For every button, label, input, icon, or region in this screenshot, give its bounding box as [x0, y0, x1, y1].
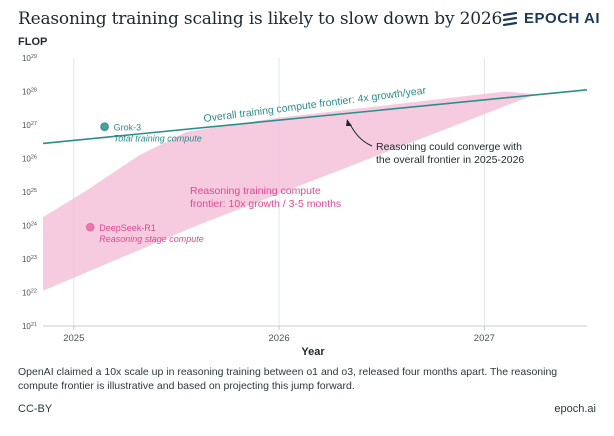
converge-arrow — [349, 123, 373, 147]
y-tick-label-21: 1021 — [22, 322, 37, 331]
converge-annotation-1: Reasoning could converge with — [376, 141, 522, 153]
y-tick-label-26: 1026 — [22, 155, 37, 164]
brand-logo[interactable]: EPOCH AI — [502, 10, 600, 27]
y-axis-label: FLOP — [18, 36, 47, 48]
converge-annotation-2: the overall frontier in 2025-2026 — [376, 154, 524, 166]
reasoning-frontier-band — [43, 91, 536, 291]
y-tick-label-24: 1024 — [22, 222, 37, 231]
x-axis-label: Year — [301, 346, 325, 358]
footnote: OpenAI claimed a 10x scale up in reasoni… — [18, 366, 558, 392]
overall-frontier-line — [42, 89, 588, 145]
y-tick-label-29: 1029 — [22, 54, 37, 63]
deepseek-r1-sublabel: Reasoning stage compute — [99, 234, 204, 244]
brand-name: EPOCH AI — [524, 10, 600, 27]
license-label: CC-BY — [18, 403, 53, 415]
series-layer — [42, 89, 588, 145]
grok-3-sublabel: Total training compute — [114, 134, 202, 144]
reasoning-band-label-1: Reasoning training compute — [190, 185, 321, 197]
epoch-logo-icon — [502, 11, 518, 26]
axes: 1021 1022 1023 1024 1025 1026 1027 1028 1029 2025… — [22, 54, 587, 344]
y-tick-label-22: 1022 — [22, 289, 37, 298]
y-tick-label-28: 1028 — [22, 88, 37, 97]
chart-canvas: FLOP 10211022102310241025102610271028102… — [18, 36, 588, 358]
y-tick-label-23: 1023 — [22, 255, 37, 264]
grok-3-label: Grok-3 — [114, 123, 142, 133]
x-tick-label-2027: 2027 — [474, 333, 495, 344]
grok-3-point[interactable] — [100, 122, 109, 131]
reasoning-band-label-2: frontier: 10x growth / 3-5 months — [190, 198, 341, 210]
x-tick-label-2025: 2025 — [63, 333, 84, 344]
site-link[interactable]: epoch.ai — [554, 403, 596, 415]
deepseek-r1-label: DeepSeek-R1 — [99, 223, 156, 233]
y-tick-label-27: 1027 — [22, 121, 37, 130]
deepseek-r1-point[interactable] — [85, 222, 95, 232]
chart-title: Reasoning training scaling is likely to … — [18, 9, 503, 29]
converge-arrowhead-icon — [346, 119, 352, 126]
x-tick-label-2026: 2026 — [269, 333, 290, 344]
y-tick-label-25: 1025 — [22, 188, 37, 197]
reasoning-band-layer — [43, 91, 536, 291]
